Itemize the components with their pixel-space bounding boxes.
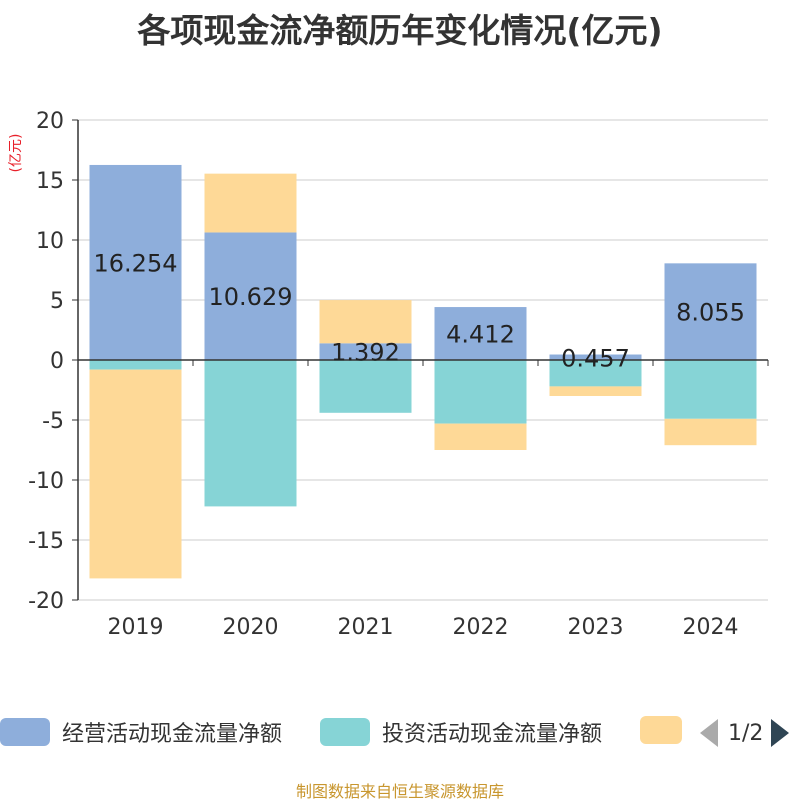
legend-item-operating[interactable]: 经营活动现金流量净额 (0, 716, 282, 748)
legend-prev-page-icon[interactable] (700, 719, 718, 747)
legend-label-investing: 投资活动现金流量净额 (382, 722, 603, 747)
bar-series-3-2020 (204, 173, 297, 233)
bar-series-3-2023 (549, 386, 642, 396)
y-tick-label: 5 (50, 289, 64, 314)
data-label-2024: 8.055 (676, 299, 745, 327)
x-category-label-2020: 2020 (223, 615, 279, 640)
bar-series-3-2019 (89, 369, 182, 579)
y-tick-label: -10 (28, 469, 64, 494)
data-label-2019: 16.254 (94, 249, 178, 277)
legend-label-operating: 经营活动现金流量净额 (62, 722, 283, 747)
legend-swatch-third-series (640, 716, 682, 744)
bar-series-2-2021 (319, 360, 412, 413)
x-category-label-2024: 2024 (683, 615, 739, 640)
bar-series-1-2022 (434, 307, 527, 360)
legend-page-indicator: 1/2 (728, 720, 764, 746)
bar-series-2-2024 (664, 360, 757, 419)
bar-series-2-2023 (549, 360, 642, 387)
x-category-label-2021: 2021 (338, 615, 394, 640)
y-tick-label: -5 (42, 409, 64, 434)
legend-pager: 1/2 (700, 716, 790, 750)
y-tick-label: 20 (36, 109, 64, 134)
bar-series-3-2022 (434, 423, 527, 450)
data-label-2023: 0.457 (561, 344, 630, 372)
x-category-label-2019: 2019 (108, 615, 164, 640)
y-tick-label: 15 (36, 169, 64, 194)
cash-flow-bar-chart: 20 15 10 5 0 -5 -10 -15 -20 2019 2020 2021 2022 2023 2… (28, 109, 769, 640)
data-label-2022: 4.412 (446, 321, 515, 349)
bar-series-1-2019 (89, 164, 182, 360)
bar-series-1-2021 (319, 343, 412, 360)
bar-series-1-2024 (664, 263, 757, 360)
bar-series-3-2021 (319, 300, 412, 344)
legend-next-page-icon[interactable] (771, 719, 790, 747)
legend: 经营活动现金流量净额 投资活动现金流量净额 1/2 (0, 716, 800, 756)
chart-title: 各项现金流净额历年变化情况(亿元) (137, 11, 663, 50)
y-tick-label: 0 (50, 349, 64, 374)
data-label-2020: 10.629 (209, 283, 293, 311)
y-tick-label: -15 (28, 529, 64, 554)
source-note: 制图数据来自恒生聚源数据库 (295, 782, 504, 801)
legend-swatch-investing (320, 718, 370, 746)
legend-swatch-operating (0, 718, 50, 746)
bar-series-1-2023 (549, 354, 642, 360)
y-tick-label: -20 (28, 589, 64, 614)
bar-series-2-2019 (89, 360, 182, 370)
x-category-label-2023: 2023 (568, 615, 624, 640)
y-tick-label: 10 (36, 229, 64, 254)
legend-item-third-series[interactable] (640, 716, 682, 744)
bar-series-1-2020 (204, 232, 297, 360)
bar-series-3-2024 (664, 418, 757, 446)
data-label-2021: 1.392 (331, 339, 400, 367)
bar-series-2-2022 (434, 360, 527, 424)
x-category-label-2022: 2022 (453, 615, 509, 640)
legend-item-investing[interactable]: 投资活动现金流量净额 (320, 716, 602, 748)
bar-series-2-2020 (204, 360, 297, 507)
